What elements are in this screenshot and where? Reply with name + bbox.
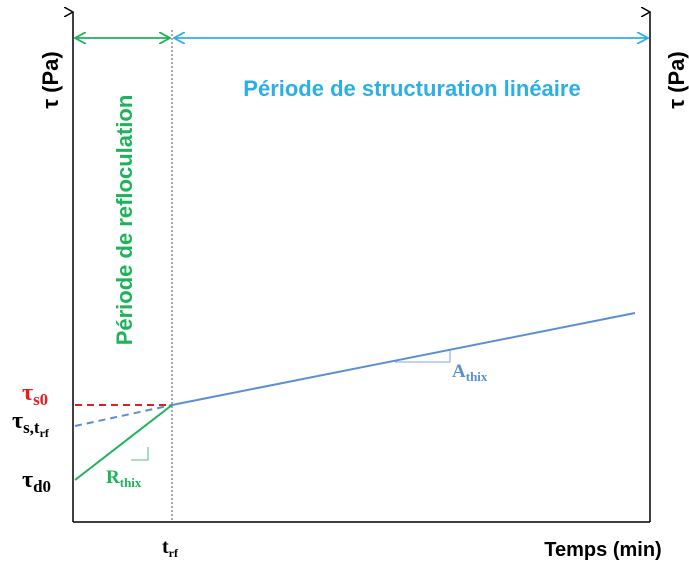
sub: s,t <box>23 418 40 437</box>
tau-d0: τd0 <box>22 467 51 496</box>
x-label: Temps (min) <box>544 539 661 561</box>
sub: rf <box>169 546 179 560</box>
tau-s-trf: τs,trf <box>12 408 50 440</box>
y-label-right: τ (Pa) <box>664 51 689 109</box>
struct-line <box>171 312 636 406</box>
a-thix: Athix <box>452 361 488 384</box>
sub: thix <box>120 475 142 490</box>
struct-label: Période de structuration linéaire <box>243 76 580 101</box>
symbol: τ <box>22 380 33 406</box>
refloc-line <box>74 404 173 481</box>
tau-s0: τs0 <box>22 380 48 409</box>
symbol: t <box>162 536 169 558</box>
sub: thix <box>466 369 488 384</box>
refloc-label: Période de refloculation <box>112 95 137 346</box>
a-slope-triangle <box>395 349 451 363</box>
symbol: τ <box>22 467 33 493</box>
r-slope-triangle <box>131 447 149 461</box>
r-thix: Rthix <box>106 467 142 490</box>
sub: s0 <box>33 390 48 409</box>
symbol: τ <box>12 408 23 434</box>
symbol: A <box>452 361 466 382</box>
y-label-left: τ (Pa) <box>38 51 63 109</box>
t-rf: trf <box>162 536 179 560</box>
extrapolation-line <box>74 404 173 427</box>
symbol: R <box>106 467 120 488</box>
subsub: rf <box>40 426 50 440</box>
sub: d0 <box>33 477 51 496</box>
